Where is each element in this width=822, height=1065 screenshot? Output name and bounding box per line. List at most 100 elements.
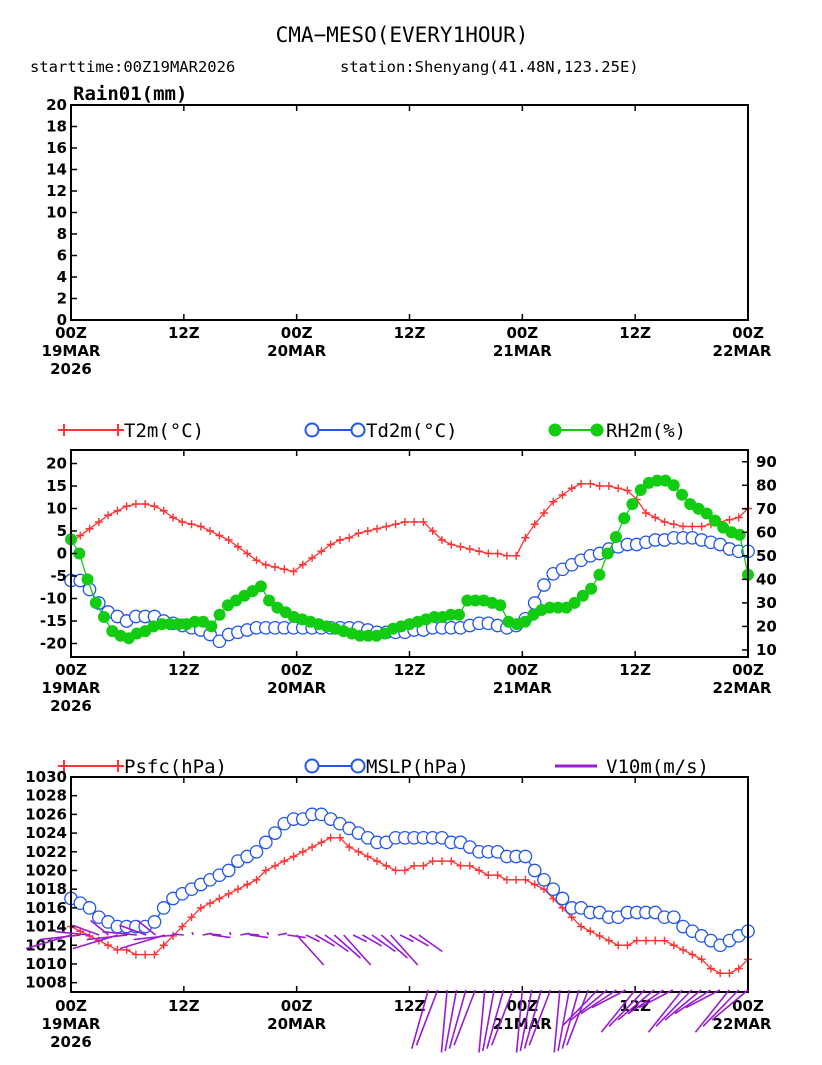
temp-xtick-label: 00Z [281, 661, 313, 679]
rain-xtick-label: 20MAR [267, 342, 326, 360]
legend-psfc: Psfc(hPa) [58, 756, 227, 778]
legend-t2m-marker [58, 424, 124, 436]
wind-barb [627, 989, 664, 1015]
rh2m-point [709, 514, 721, 527]
temp-ytick-label: 10 [46, 500, 67, 518]
psfc-point [289, 852, 298, 861]
rain-ytick-label: 16 [46, 139, 67, 157]
t2m-line [70, 483, 749, 573]
psfc-line [70, 837, 749, 974]
pressure-y-axis: 1008101010121014101610181020102210241026… [25, 768, 77, 992]
wind-barb [591, 989, 627, 1009]
legend-mslp-label: MSLP(hPa) [366, 756, 469, 778]
rh2m-point [626, 498, 639, 511]
rh2m-point [651, 474, 664, 487]
wind-barb [580, 989, 617, 1015]
t2m-point [530, 520, 539, 529]
press-xtick-label: 00Z [55, 997, 87, 1015]
rain-xtick-label: 21MAR [493, 342, 552, 360]
mslp-point [666, 910, 681, 925]
t2m-point [428, 527, 437, 535]
wind-barb [277, 932, 288, 936]
wind-barb [191, 931, 194, 936]
psfc-point [706, 964, 715, 973]
wind-barb [333, 934, 361, 959]
temp-ytick-label: -15 [40, 612, 67, 630]
press-xtick-label: 00Z [281, 997, 313, 1015]
wind-barb [119, 924, 147, 936]
t2m-point [131, 500, 140, 508]
rh2m-point [164, 618, 177, 631]
t2m-point [187, 520, 196, 529]
wind-barb [133, 934, 175, 941]
psfc-point [512, 875, 521, 884]
press-ytick-label: 1016 [25, 899, 67, 917]
temp-ytick-label: 5 [57, 522, 67, 540]
legend-psfc-label: Psfc(hPa) [124, 756, 227, 778]
t2m-point [493, 549, 502, 558]
press-xtick-label: 19MAR [42, 1015, 101, 1033]
rain-title: Rain01(mm) [73, 83, 187, 105]
wind-barb [448, 989, 467, 1049]
mslp-point [249, 844, 264, 859]
temp-xtick-label: 22MAR [713, 679, 772, 697]
psfc-point [641, 936, 650, 945]
t2m-point [159, 506, 168, 515]
rh2m-point [634, 484, 647, 496]
psfc-point [734, 964, 743, 973]
press-ytick-label: 1010 [25, 955, 67, 973]
wind-barb [478, 989, 486, 1053]
t2m-point [456, 542, 465, 551]
rh2m-point [155, 618, 168, 631]
legend-psfc-marker [58, 760, 124, 772]
t2m-point [641, 509, 650, 517]
t2m-point [400, 518, 409, 526]
wind-barb [228, 931, 232, 936]
pressure-plot-frame [70, 776, 749, 993]
psfc-point [493, 871, 502, 880]
psfc-point [437, 857, 446, 866]
rain-xtick-label: 12Z [394, 324, 426, 342]
wind-barb [486, 989, 505, 1049]
t2m-point [577, 479, 586, 488]
rain-ytick-label: 18 [46, 118, 67, 136]
rh2m-point [568, 596, 581, 609]
psfc-point [280, 857, 289, 866]
rain-plot-frame [70, 104, 749, 321]
psfc-point [233, 885, 242, 894]
wind-barb [418, 934, 443, 953]
t2m-point [734, 513, 743, 522]
legend-mslp: MSLP(hPa) [304, 756, 469, 778]
psfc-point [373, 857, 382, 866]
psfc-point [243, 880, 252, 889]
wind-barb [343, 934, 372, 966]
wind-barb [411, 989, 430, 1049]
wind-barb [664, 989, 702, 1021]
psfc-point [679, 945, 688, 954]
t2m-point [104, 511, 113, 520]
rh2m-point [254, 580, 267, 593]
rh-ytick-label: 30 [756, 594, 777, 612]
rain-ytick-label: 8 [57, 225, 67, 243]
pressure-x-axis: 00Z19MAR202612Z00Z20MAR12Z00Z21MAR12Z00Z… [42, 777, 772, 1051]
wind-barbs [25, 919, 749, 1053]
t2m-point [113, 506, 122, 515]
mslp-point [147, 915, 162, 929]
wind-barb [324, 934, 349, 953]
pressure-series [64, 807, 755, 978]
psfc-point [261, 866, 270, 875]
t2m-point [558, 491, 567, 499]
rh-ytick-label: 40 [756, 570, 777, 588]
psfc-point [410, 861, 419, 870]
rh2m-point [543, 601, 556, 614]
wind-barb [553, 989, 561, 1053]
rain-ytick-label: 2 [57, 290, 67, 308]
rh2m-point [585, 582, 598, 595]
psfc-point [484, 871, 493, 880]
temp-xtick-label: 00Z [732, 661, 764, 679]
t2m-point [549, 497, 558, 506]
t2m-point [725, 515, 734, 524]
temp-xtick-label: 20MAR [267, 679, 326, 697]
psfc-point [595, 931, 604, 940]
